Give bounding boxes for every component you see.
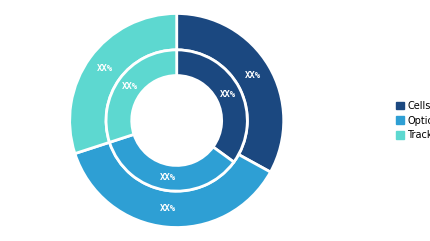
Text: XX%: XX%	[160, 204, 176, 214]
Text: XX%: XX%	[159, 173, 175, 182]
Wedge shape	[109, 134, 233, 191]
Text: XX%: XX%	[122, 82, 138, 91]
Wedge shape	[176, 50, 247, 162]
Wedge shape	[176, 13, 283, 172]
Wedge shape	[106, 50, 176, 142]
Text: XX%: XX%	[220, 90, 236, 99]
Wedge shape	[70, 13, 176, 154]
Text: XX%: XX%	[97, 64, 113, 73]
Wedge shape	[75, 142, 270, 228]
Legend: Cells, Optics, Tracker: Cells, Optics, Tracker	[391, 97, 430, 144]
Text: XX%: XX%	[245, 71, 261, 80]
